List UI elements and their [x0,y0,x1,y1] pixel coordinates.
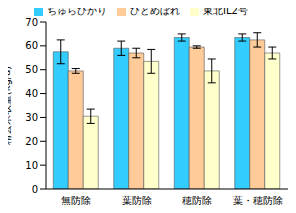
svg-text:50: 50 [25,64,38,75]
svg-text:精玄米収量(kg/a): 精玄米収量(kg/a) [8,66,12,146]
svg-text:0: 0 [32,184,38,195]
svg-text:葉防除: 葉防除 [122,195,152,205]
svg-text:葉・穂防除: 葉・穂防除 [233,195,283,205]
svg-text:30: 30 [25,112,38,123]
svg-text:穂防除: 穂防除 [182,195,212,205]
html-text:東北IL2号: 東北IL2号 [203,5,248,16]
svg-text:10: 10 [25,160,38,171]
svg-text:20: 20 [25,136,38,147]
svg-text:60: 60 [25,40,38,51]
svg-text:無防除: 無防除 [61,195,91,205]
svg-text:70: 70 [25,17,38,28]
svg-text:40: 40 [25,88,38,99]
html-text:ひとめぼれ: ひとめぼれ [130,5,180,16]
html-text:ちゅらひかり: ちゅらひかり [47,5,107,16]
